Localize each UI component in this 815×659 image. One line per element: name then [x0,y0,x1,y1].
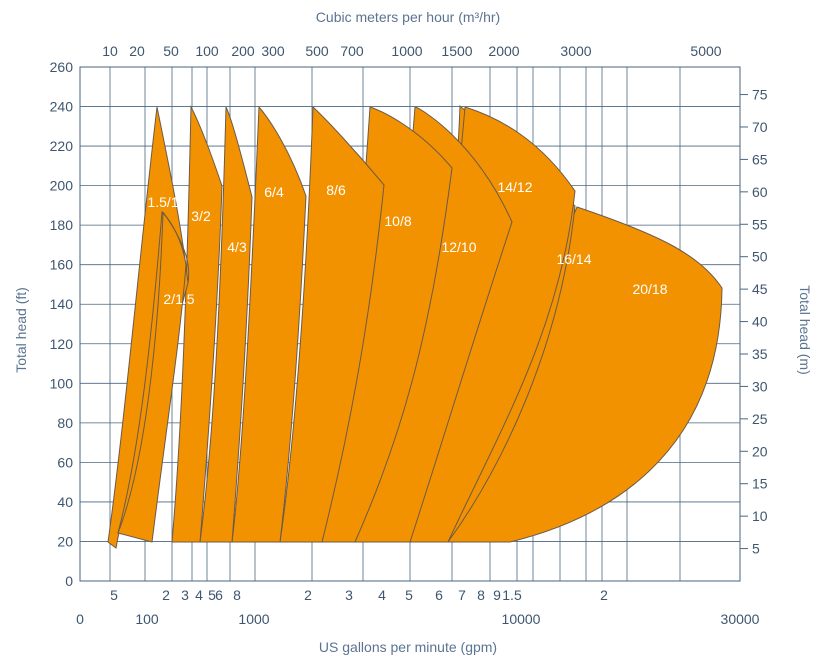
right-axis-title: Total head (m) [797,285,813,374]
tick-label: 1500 [441,43,472,59]
top-axis-title: Cubic meters per hour (m³/hr) [316,9,500,25]
tick-label: 200 [231,43,255,59]
bottom-axis-title: US gallons per minute (gpm) [319,639,497,655]
tick-label: 20 [129,43,145,59]
tick-label: 75 [752,87,768,103]
tick-label: 240 [50,99,74,115]
tick-label: 35 [752,346,768,362]
tick-label: 300 [261,43,285,59]
region-label: 14/12 [497,179,532,195]
tick-label: 200 [50,178,74,194]
curve-line [117,211,164,534]
tick-label: 20 [57,533,73,549]
tick-label: 6 [215,587,223,603]
tick-label: 40 [752,314,768,330]
tick-label: 15 [752,476,768,492]
tick-label: 30000 [721,611,760,627]
tick-label: 2 [162,587,170,603]
left-axis-title: Total head (ft) [13,287,29,373]
tick-label: 1000 [238,611,269,627]
tick-label: 10 [102,43,118,59]
region-labels: 1.5/1 2/1.5 3/2 4/3 6/4 8/6 10/8 12/10 14/12 16/1… [147,179,667,307]
tick-label: 8 [233,587,241,603]
tick-label: 10 [752,508,768,524]
region-label: 6/4 [264,184,284,200]
tick-label: 0 [76,611,84,627]
tick-label: 0 [65,573,73,589]
tick-label: 9 [493,587,501,603]
tick-label: 7 [458,587,466,603]
region-label: 4/3 [227,239,247,255]
tick-label: 500 [305,43,329,59]
tick-label: 3 [181,587,189,603]
region-label: 2/1.5 [163,291,194,307]
tick-label: 3000 [560,43,591,59]
pump-regions [107,104,723,549]
tick-label: 5 [208,587,216,603]
tick-label: 2 [304,587,312,603]
tick-label: 65 [752,151,768,167]
region-label: 1.5/1 [147,194,178,210]
tick-label: 220 [50,138,74,154]
pump-region-4-3 [199,106,253,543]
tick-label: 1.5 [502,587,522,603]
region-label: 16/14 [556,251,591,267]
tick-label: 55 [752,216,768,232]
tick-label: 160 [50,257,74,273]
tick-label: 10000 [502,611,541,627]
pump-region-3-2 [171,105,223,543]
tick-label: 5 [752,541,760,557]
tick-label: 25 [752,411,768,427]
region-label: 12/10 [441,239,476,255]
pump-region-6-4 [231,105,307,543]
curve-line [162,211,190,284]
region-label: 3/2 [191,208,211,224]
tick-label: 6 [435,587,443,603]
tick-label: 30 [752,378,768,394]
tick-label: 100 [50,375,74,391]
region-label: 20/18 [632,281,667,297]
axis-ticks: 0204060801001201401601802002202402605101… [50,43,768,627]
tick-label: 700 [340,43,364,59]
region-label: 8/6 [326,182,346,198]
tick-label: 100 [195,43,219,59]
tick-label: 4 [378,587,386,603]
tick-label: 60 [752,184,768,200]
tick-label: 20 [752,443,768,459]
tick-label: 50 [163,43,179,59]
pump-region-8-6 [279,105,385,543]
pump-region-20-18 [429,206,723,543]
tick-label: 4 [195,587,203,603]
tick-label: 180 [50,217,74,233]
tick-label: 80 [57,415,73,431]
tick-label: 2 [600,587,608,603]
tick-label: 40 [57,494,73,510]
tick-label: 100 [135,611,159,627]
tick-label: 2000 [488,43,519,59]
region-label: 10/8 [384,213,411,229]
tick-label: 140 [50,296,74,312]
tick-label: 8 [477,587,485,603]
tick-label: 50 [752,249,768,265]
tick-label: 120 [50,336,74,352]
tick-label: 70 [752,119,768,135]
tick-label: 60 [57,454,73,470]
tick-label: 5000 [690,43,721,59]
tick-label: 5 [405,587,413,603]
tick-label: 45 [752,281,768,297]
tick-label: 1000 [391,43,422,59]
tick-label: 5 [110,587,118,603]
tick-label: 260 [50,59,74,75]
tick-label: 3 [345,587,353,603]
